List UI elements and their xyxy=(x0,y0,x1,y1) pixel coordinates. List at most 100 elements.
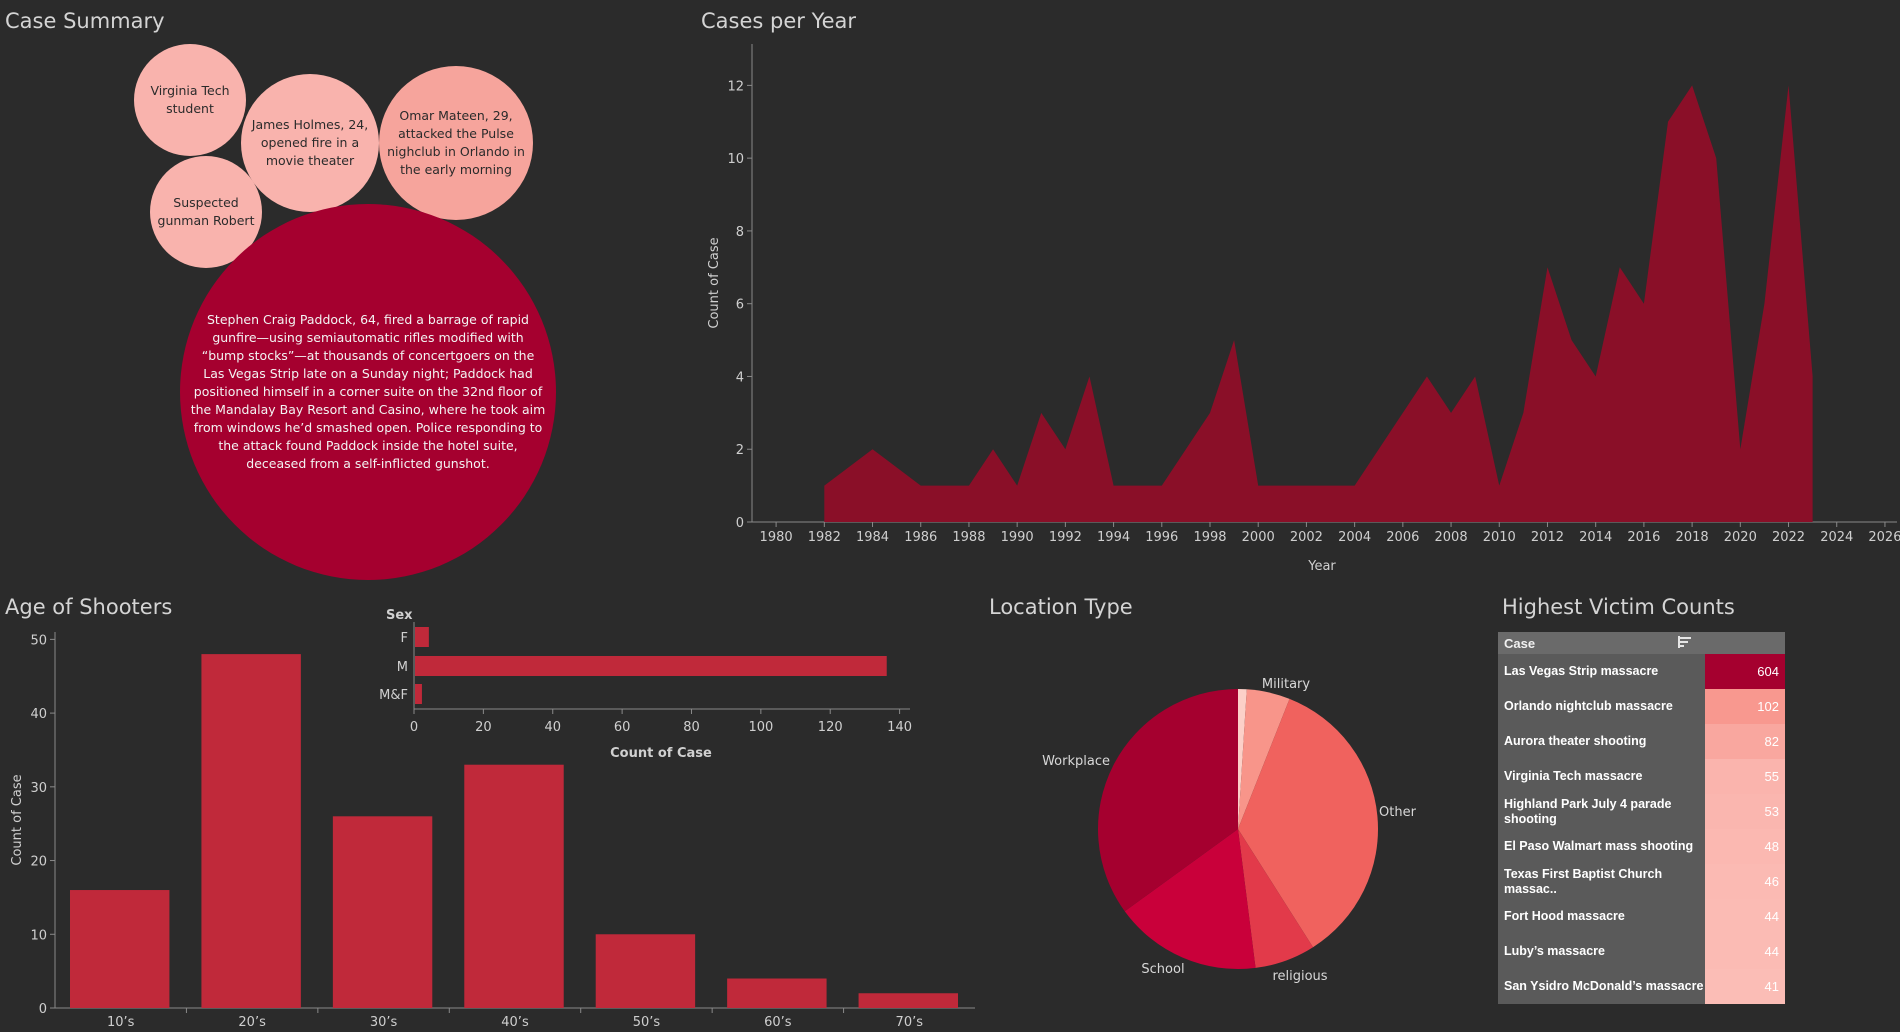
bubble-text: Stephen Craig Paddock, 64, fired a barra… xyxy=(207,312,529,327)
y-tick-label: 4 xyxy=(736,370,744,385)
y-tick-label: M&F xyxy=(379,688,408,703)
sex-bar[interactable] xyxy=(415,684,422,704)
y-tick-label: 40 xyxy=(30,707,47,722)
table-row[interactable]: Orlando nightclub massacre 102 xyxy=(1498,689,1785,724)
case-bubble[interactable] xyxy=(241,74,379,212)
bubble-text: positioned himself in a corner suite on … xyxy=(194,384,543,399)
table-header[interactable]: Case xyxy=(1498,632,1785,654)
table-row[interactable]: Texas First Baptist Church massac.. 46 xyxy=(1498,864,1785,899)
x-tick-label: 60 xyxy=(614,720,631,735)
y-axis-label: Count of Case xyxy=(10,774,25,865)
pie-slice-label: Other xyxy=(1379,805,1417,820)
victim-count: 82 xyxy=(1705,724,1785,759)
y-tick-label: 8 xyxy=(736,225,744,240)
case-bubble[interactable] xyxy=(379,66,533,220)
table-row[interactable]: Fort Hood massacre 44 xyxy=(1498,899,1785,934)
y-tick-label: 0 xyxy=(39,1002,47,1017)
case-bubble[interactable] xyxy=(150,156,262,268)
bubble-text: the Mandalay Bay Resort and Casino, wher… xyxy=(191,402,546,417)
case-name: Highland Park July 4 parade shooting xyxy=(1498,794,1705,829)
x-tick-label: 40 xyxy=(544,720,561,735)
table-row[interactable]: Luby’s massacre 44 xyxy=(1498,934,1785,969)
x-tick-label: 120 xyxy=(818,720,843,735)
pie-slice[interactable] xyxy=(1238,689,1247,829)
victim-count: 46 xyxy=(1705,864,1785,899)
x-tick-label: 80 xyxy=(683,720,700,735)
x-axis-label: Count of Case xyxy=(610,746,712,761)
age-bar[interactable] xyxy=(595,934,696,1008)
location-type-title: Location Type xyxy=(989,595,1133,619)
pie-slice-label: School xyxy=(1141,962,1184,977)
age-bar[interactable] xyxy=(201,654,301,1008)
x-tick-label: 1980 xyxy=(760,530,793,545)
x-tick-label: 2004 xyxy=(1338,530,1371,545)
age-bar[interactable] xyxy=(332,816,433,1008)
sex-bar[interactable] xyxy=(415,656,887,676)
case-name: Orlando nightclub massacre xyxy=(1498,689,1705,724)
y-tick-label: M xyxy=(397,660,408,675)
pie-slice[interactable] xyxy=(1238,689,1290,829)
x-tick-label: 1992 xyxy=(1049,530,1082,545)
case-name: Virginia Tech massacre xyxy=(1498,759,1705,794)
table-row[interactable]: Highland Park July 4 parade shooting 53 xyxy=(1498,794,1785,829)
x-tick-label: 2014 xyxy=(1579,530,1612,545)
bubble-text: gunfire—using semiautomatic rifles modif… xyxy=(212,330,523,345)
table-row[interactable]: Las Vegas Strip massacre 604 xyxy=(1498,654,1785,689)
x-tick-label: 2016 xyxy=(1627,530,1660,545)
x-tick-label: 50’s xyxy=(633,1015,661,1030)
x-tick-label: 2024 xyxy=(1820,530,1853,545)
victim-count: 53 xyxy=(1705,794,1785,829)
y-tick-label: 10 xyxy=(30,928,47,943)
area-series[interactable] xyxy=(824,85,1813,522)
pie-slice[interactable] xyxy=(1098,689,1238,912)
victim-count: 55 xyxy=(1705,759,1785,794)
case-bubble[interactable] xyxy=(180,204,556,580)
table-row[interactable]: San Ysidro McDonald’s massacre 41 xyxy=(1498,969,1785,1004)
x-tick-label: 1986 xyxy=(904,530,937,545)
bubble-text: nighclub in Orlando in xyxy=(387,144,525,159)
bubble-text: attacked the Pulse xyxy=(398,126,514,141)
victim-count: 44 xyxy=(1705,899,1785,934)
age-bar[interactable] xyxy=(464,764,564,1008)
case-bubble[interactable] xyxy=(134,44,246,156)
bubble-text: the attack found Paddock inside the hote… xyxy=(218,438,517,453)
pie-slice[interactable] xyxy=(1124,829,1256,969)
table-row[interactable]: Aurora theater shooting 82 xyxy=(1498,724,1785,759)
x-tick-label: 100 xyxy=(748,720,773,735)
case-name: Las Vegas Strip massacre xyxy=(1498,654,1705,689)
y-tick-label: 2 xyxy=(736,443,744,458)
age-bar[interactable] xyxy=(70,890,170,1008)
y-tick-label: F xyxy=(401,631,408,646)
case-name: Luby’s massacre xyxy=(1498,934,1705,969)
victim-count: 41 xyxy=(1705,969,1785,1004)
y-tick-label: 0 xyxy=(736,516,744,531)
pie-slice-label: Military xyxy=(1262,677,1310,692)
case-name: Texas First Baptist Church massac.. xyxy=(1498,864,1705,899)
case-name: Aurora theater shooting xyxy=(1498,724,1705,759)
x-tick-label: 1994 xyxy=(1097,530,1130,545)
x-tick-label: 1996 xyxy=(1145,530,1178,545)
bubble-text: Las Vegas Strip late on a Sunday night; … xyxy=(203,366,533,381)
sex-bar[interactable] xyxy=(415,627,429,647)
victim-count: 604 xyxy=(1705,654,1785,689)
bubble-text: from windows he’d smashed open. Police r… xyxy=(194,420,543,435)
pie-slice-label: religious xyxy=(1272,969,1327,984)
age-of-shooters-chart: 0 10 20 30 40 50 10’s 20’s 30’s 40’s 50’s 60’s 70’s C… xyxy=(10,632,975,1030)
pie-slice[interactable] xyxy=(1238,698,1378,948)
highest-victim-counts-title: Highest Victim Counts xyxy=(1502,595,1735,619)
location-type-pie: Military Other religious School Workplace xyxy=(1042,677,1416,984)
case-summary-bubbles: Virginia Tech student James Holmes, 24, ope… xyxy=(134,44,556,580)
age-bar[interactable] xyxy=(858,993,958,1008)
bubble-text: Virginia Tech xyxy=(150,83,229,98)
age-bar[interactable] xyxy=(727,978,827,1008)
bubble-text: Suspected xyxy=(173,195,238,210)
table-row[interactable]: El Paso Walmart mass shooting 48 xyxy=(1498,829,1785,864)
x-tick-label: 2020 xyxy=(1724,530,1757,545)
x-tick-label: 140 xyxy=(887,720,912,735)
pie-slice[interactable] xyxy=(1238,829,1314,968)
x-tick-label: 2008 xyxy=(1435,530,1468,545)
sort-icon[interactable] xyxy=(1678,636,1692,649)
pie-slice-label: Workplace xyxy=(1042,754,1110,769)
x-tick-label: 1990 xyxy=(1001,530,1034,545)
table-row[interactable]: Virginia Tech massacre 55 xyxy=(1498,759,1785,794)
